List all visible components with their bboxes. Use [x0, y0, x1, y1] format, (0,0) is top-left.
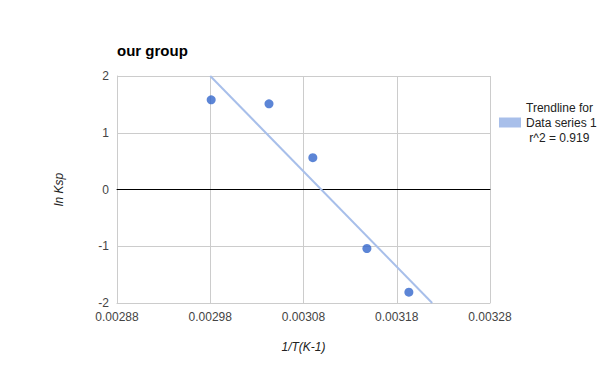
svg-text:0.00328: 0.00328 [468, 310, 512, 324]
svg-text:2: 2 [102, 69, 109, 83]
svg-text:Trendline for: Trendline for [526, 101, 596, 115]
svg-text:1: 1 [102, 126, 109, 140]
svg-text:0.00308: 0.00308 [282, 310, 326, 324]
svg-text:0: 0 [102, 183, 109, 197]
svg-text:Data series 1: Data series 1 [526, 116, 597, 130]
svg-text:our group: our group [117, 42, 188, 59]
svg-text:0.00288: 0.00288 [95, 310, 139, 324]
svg-text:0.00318: 0.00318 [375, 310, 419, 324]
svg-text:r^2 = 0.919: r^2 = 0.919 [526, 131, 590, 145]
svg-text:-2: -2 [98, 296, 109, 310]
svg-text:1/T(K-1): 1/T(K-1) [281, 340, 325, 354]
svg-text:0.00298: 0.00298 [189, 310, 233, 324]
svg-text:-1: -1 [98, 239, 109, 253]
svg-text:ln Ksp: ln Ksp [52, 173, 66, 207]
